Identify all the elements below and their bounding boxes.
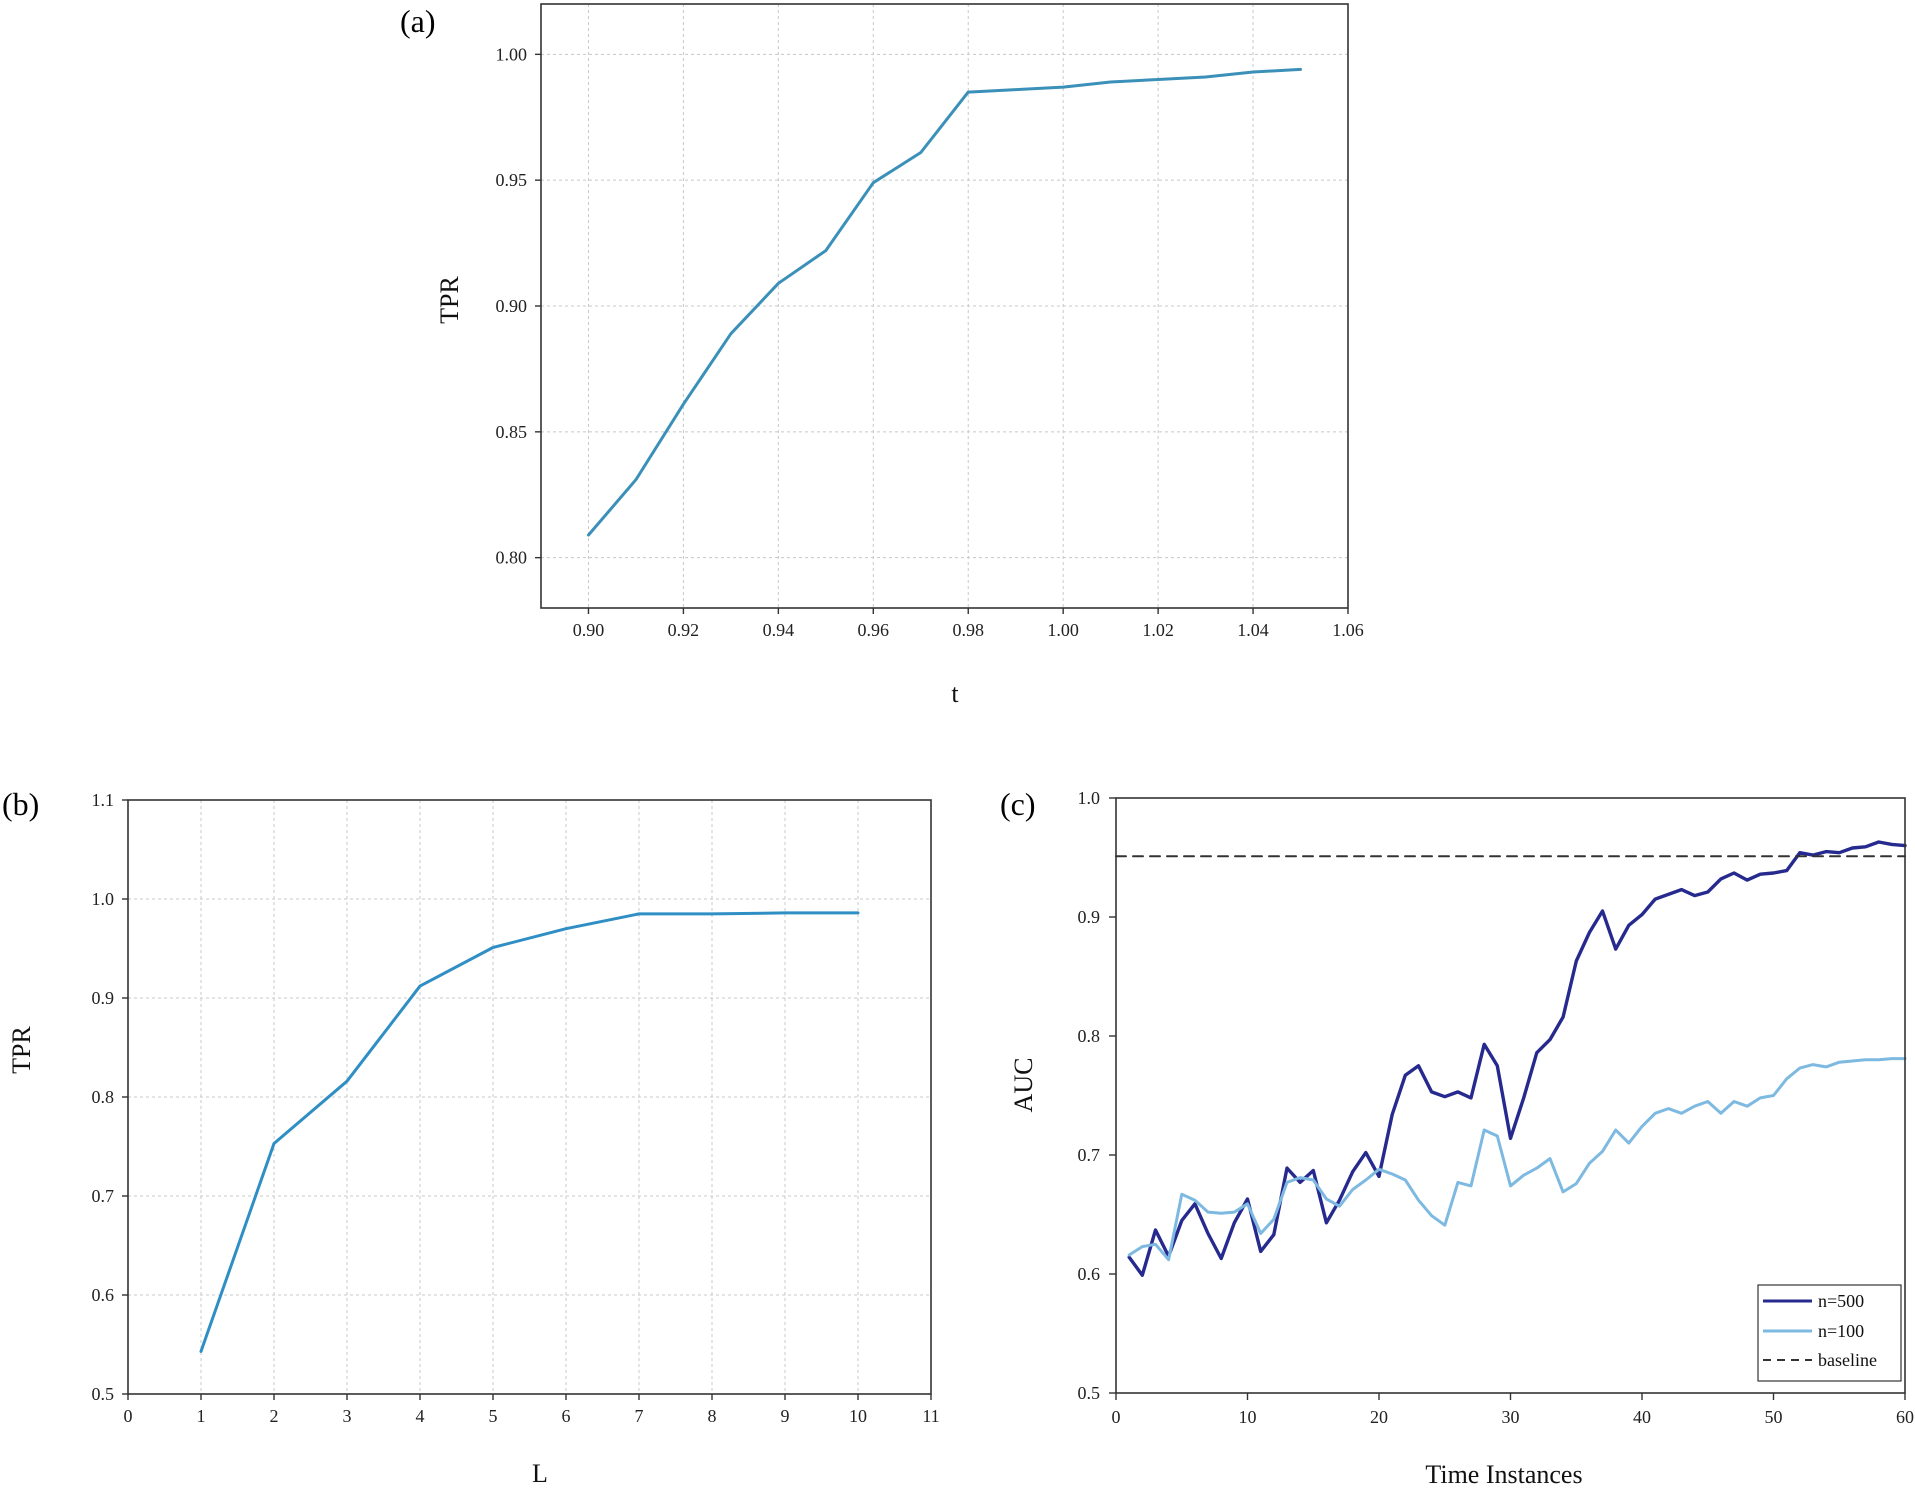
panel-b-y-tick-label: 1.0	[92, 889, 115, 909]
panel-a-x-axis-title: t	[951, 679, 959, 708]
panel-c: (c) 0 10 20 30 40 50 60 0.5 0.6 0.7 0.8 0.9 1.0 Tim…	[1000, 786, 1914, 1489]
panel-c-y-tick-label: 0.9	[1078, 907, 1101, 927]
panel-b-series	[199, 911, 860, 1353]
panel-b-x-tick-label: 10	[849, 1406, 867, 1426]
panel-a-y-tick-label: 0.95	[496, 170, 528, 190]
panel-b-y-ticks: 0.5 0.6 0.7 0.8 0.9 1.0 1.1	[92, 790, 128, 1404]
panel-a-x-tick-label: 0.90	[573, 620, 605, 640]
panel-a-y-tick-label: 0.85	[496, 422, 528, 442]
panel-c-y-tick-label: 0.6	[1078, 1264, 1101, 1284]
panel-c-y-tick-label: 0.7	[1078, 1145, 1101, 1165]
panel-a-x-tick-label: 0.98	[952, 620, 984, 640]
panel-c-x-tick-label: 10	[1239, 1407, 1257, 1427]
panel-c-x-tick-label: 60	[1896, 1407, 1914, 1427]
legend-label-baseline: baseline	[1818, 1350, 1877, 1370]
panel-a-x-tick-label: 1.02	[1142, 620, 1174, 640]
panel-c-y-tick-label: 0.8	[1078, 1026, 1101, 1046]
panel-a-grid	[541, 4, 1349, 608]
panel-a-x-tick-label: 0.92	[668, 620, 700, 640]
panel-b-x-tick-label: 6	[562, 1406, 571, 1426]
panel-b-y-tick-label: 0.8	[92, 1087, 115, 1107]
panel-a-y-tick-label: 1.00	[496, 44, 528, 64]
panel-c-y-tick-label: 0.5	[1078, 1383, 1101, 1403]
panel-a-y-tick-label: 0.80	[496, 548, 528, 568]
legend-label-n100: n=100	[1818, 1321, 1864, 1341]
panel-b-y-tick-label: 0.6	[92, 1285, 115, 1305]
panel-b-x-tick-label: 5	[489, 1406, 498, 1426]
panel-b-y-tick-label: 0.5	[92, 1384, 115, 1404]
panel-c-series-n100-line	[1127, 1057, 1907, 1262]
panel-b-x-tick-label: 4	[416, 1406, 425, 1426]
panel-b-x-tick-label: 11	[922, 1406, 939, 1426]
panel-b-y-tick-label: 1.1	[92, 790, 115, 810]
panel-b-series-tpr-line	[199, 911, 860, 1353]
panel-b-x-tick-label: 3	[343, 1406, 352, 1426]
panel-a-x-tick-label: 0.96	[858, 620, 890, 640]
panel-a-y-axis-title: TPR	[435, 276, 464, 324]
panel-c-y-tick-label: 1.0	[1078, 788, 1101, 808]
panel-b-x-tick-label: 7	[635, 1406, 644, 1426]
panel-b-x-tick-label: 2	[270, 1406, 279, 1426]
panel-b-y-tick-label: 0.9	[92, 988, 115, 1008]
panel-b: (b) 0 1 2 3 4 5 6 7 8 9 10 11 0.5 0.6 0.7 0.8 0.9 1.0 1.1…	[2, 786, 940, 1488]
panel-c-x-tick-label: 30	[1502, 1407, 1520, 1427]
panel-a: (a) 0.90 0.92 0.94 0.96 0.98 1.00 1.02 1.04 1.06…	[400, 3, 1364, 708]
panel-a-x-ticks: 0.90 0.92 0.94 0.96 0.98 1.00 1.02 1.04 1.06	[573, 608, 1364, 640]
panel-b-x-ticks: 0 1 2 3 4 5 6 7 8 9 10 11	[124, 1394, 940, 1426]
panel-a-series-tpr-line	[587, 67, 1302, 537]
panel-a-label: (a)	[400, 3, 436, 39]
panel-c-label: (c)	[1000, 786, 1036, 822]
panel-b-y-axis-title: TPR	[7, 1026, 36, 1074]
panel-c-x-tick-label: 20	[1370, 1407, 1388, 1427]
panel-c-series-n500-line	[1127, 840, 1907, 1277]
panel-b-y-tick-label: 0.7	[92, 1186, 115, 1206]
panel-b-x-tick-label: 9	[781, 1406, 790, 1426]
panel-c-x-axis-title: Time Instances	[1425, 1460, 1582, 1489]
panel-a-x-tick-label: 1.00	[1047, 620, 1079, 640]
panel-a-y-tick-label: 0.90	[496, 296, 528, 316]
panel-a-series	[587, 67, 1302, 537]
panel-c-x-ticks: 0 10 20 30 40 50 60	[1112, 1393, 1914, 1427]
panel-c-x-tick-label: 50	[1765, 1407, 1783, 1427]
panel-b-x-tick-label: 1	[197, 1406, 206, 1426]
panel-b-label: (b)	[2, 786, 39, 822]
panel-b-x-axis-title: L	[532, 1459, 548, 1488]
panel-c-x-tick-label: 40	[1633, 1407, 1651, 1427]
panel-a-x-tick-label: 1.04	[1237, 620, 1269, 640]
panel-b-grid	[127, 799, 932, 1395]
panel-a-x-tick-label: 1.06	[1332, 620, 1364, 640]
panel-c-x-tick-label: 0	[1112, 1407, 1121, 1427]
panel-a-y-ticks: 0.80 0.85 0.90 0.95 1.00	[496, 44, 541, 568]
panel-c-y-ticks: 0.5 0.6 0.7 0.8 0.9 1.0	[1078, 788, 1116, 1403]
panel-b-x-tick-label: 0	[124, 1406, 133, 1426]
panel-a-x-tick-label: 0.94	[763, 620, 795, 640]
panel-c-y-axis-title: AUC	[1009, 1058, 1038, 1113]
panel-c-legend: n=500 n=100 baseline	[1757, 1284, 1902, 1382]
panel-c-series	[1115, 840, 1907, 1277]
panel-b-x-tick-label: 8	[708, 1406, 717, 1426]
legend-label-n500: n=500	[1818, 1291, 1864, 1311]
